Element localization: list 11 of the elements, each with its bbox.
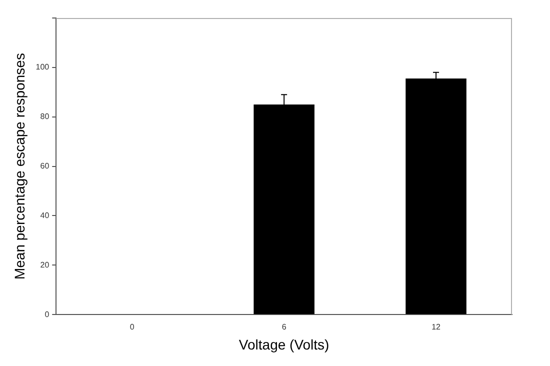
x-axis-title: Voltage (Volts) xyxy=(238,336,330,352)
x-tick-label: 0 xyxy=(130,322,135,332)
x-tick-label: 12 xyxy=(432,322,442,332)
y-tick-label: 0 xyxy=(44,310,50,319)
y-axis-title: Mean percentage escape responses xyxy=(11,53,28,280)
y-tick-label: 100 xyxy=(36,62,50,72)
y-tick-label: 60 xyxy=(40,162,50,171)
y-tick-label: 80 xyxy=(40,112,50,122)
x-tick-label: 6 xyxy=(282,322,287,332)
y-tick-label: 20 xyxy=(40,260,50,270)
y-tick-label: 40 xyxy=(40,210,50,220)
